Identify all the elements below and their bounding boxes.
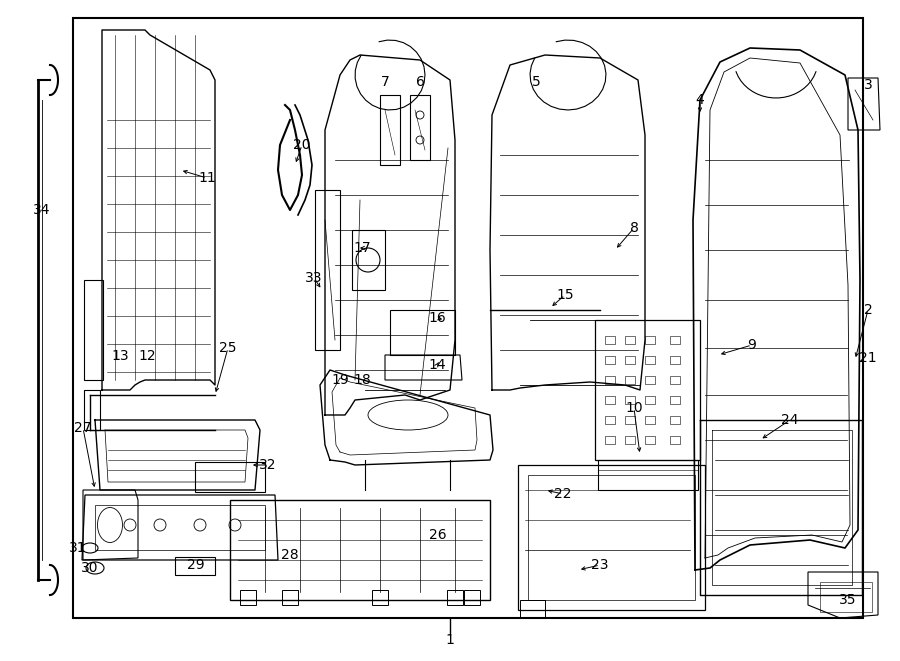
Text: 28: 28 bbox=[281, 548, 299, 562]
Text: 5: 5 bbox=[532, 75, 540, 89]
Bar bbox=[73, 18, 863, 618]
Text: 7: 7 bbox=[381, 75, 390, 89]
Text: 2: 2 bbox=[864, 303, 872, 317]
Text: 10: 10 bbox=[626, 401, 643, 415]
Text: 34: 34 bbox=[33, 203, 50, 217]
Text: 22: 22 bbox=[554, 487, 572, 501]
Text: 35: 35 bbox=[839, 593, 857, 607]
Text: 3: 3 bbox=[864, 78, 872, 92]
Text: 26: 26 bbox=[429, 528, 446, 542]
Text: 14: 14 bbox=[428, 358, 446, 372]
Text: 4: 4 bbox=[696, 93, 705, 107]
Text: 9: 9 bbox=[748, 338, 756, 352]
Text: 8: 8 bbox=[630, 221, 638, 235]
Text: 16: 16 bbox=[428, 311, 446, 325]
Text: 31: 31 bbox=[69, 541, 86, 555]
Text: 1: 1 bbox=[446, 633, 454, 647]
Text: 20: 20 bbox=[293, 138, 310, 152]
Text: 6: 6 bbox=[416, 75, 425, 89]
Text: 30: 30 bbox=[81, 561, 99, 575]
Text: 12: 12 bbox=[139, 349, 156, 363]
Text: 18: 18 bbox=[353, 373, 371, 387]
Text: 27: 27 bbox=[74, 421, 92, 435]
Text: 15: 15 bbox=[556, 288, 574, 302]
Text: 25: 25 bbox=[220, 341, 237, 355]
Text: 21: 21 bbox=[860, 351, 877, 365]
Text: 19: 19 bbox=[331, 373, 349, 387]
Text: 29: 29 bbox=[187, 558, 205, 572]
Text: 23: 23 bbox=[591, 558, 608, 572]
Text: 13: 13 bbox=[112, 349, 129, 363]
Text: 33: 33 bbox=[305, 271, 323, 285]
Text: 11: 11 bbox=[198, 171, 216, 185]
Text: 32: 32 bbox=[259, 458, 277, 472]
Text: 17: 17 bbox=[353, 241, 371, 255]
Text: 24: 24 bbox=[781, 413, 799, 427]
